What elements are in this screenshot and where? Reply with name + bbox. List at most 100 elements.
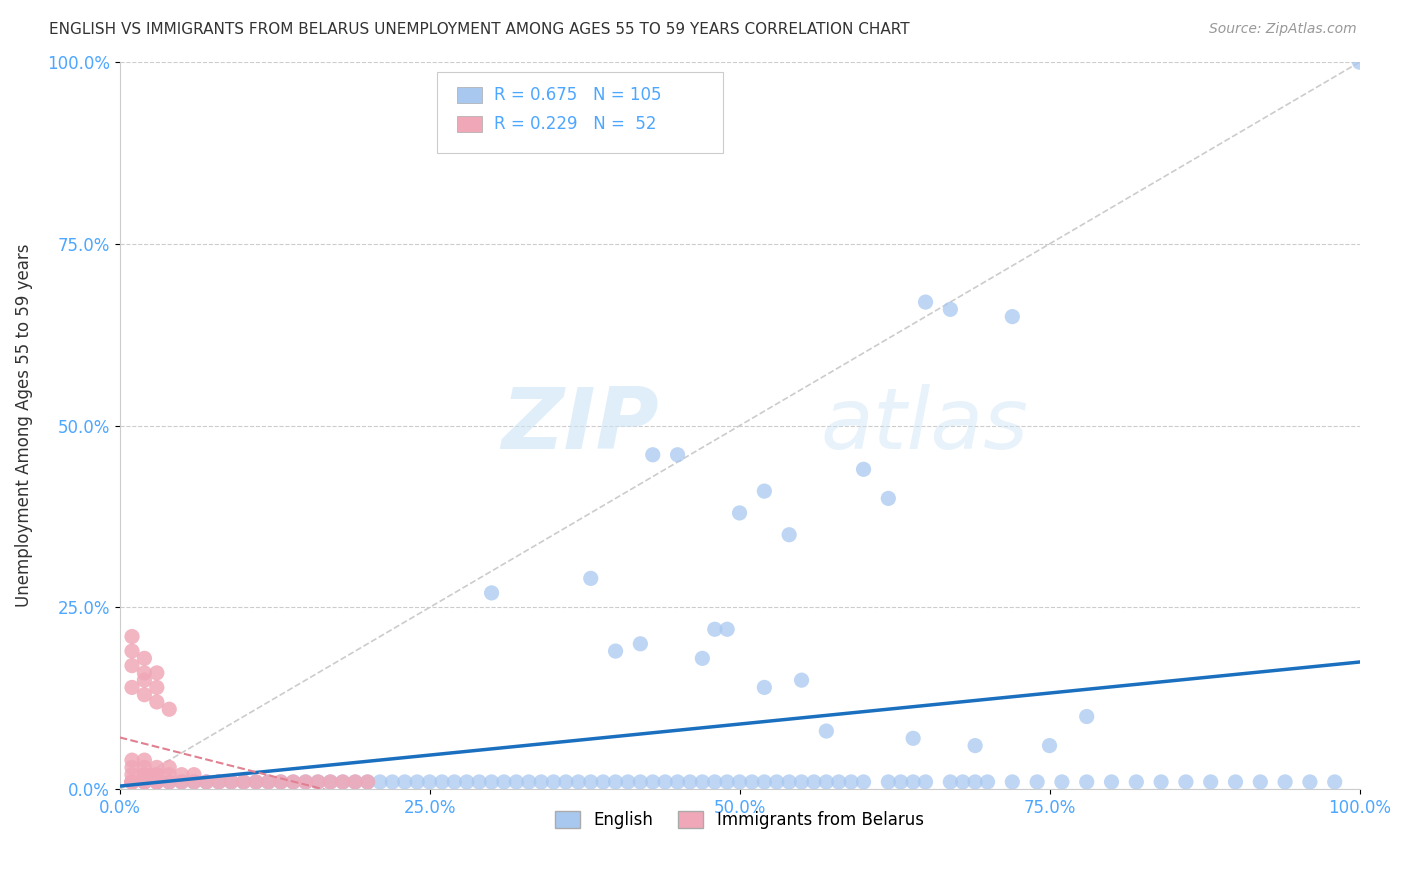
- Text: R = 0.675   N = 105: R = 0.675 N = 105: [494, 86, 661, 103]
- Text: R = 0.229   N =  52: R = 0.229 N = 52: [494, 115, 657, 133]
- Point: [232, 775, 254, 789]
- Point: [319, 775, 342, 789]
- Point: [121, 775, 143, 789]
- Point: [134, 775, 156, 789]
- Point: [294, 775, 316, 789]
- Point: [443, 775, 465, 789]
- Point: [815, 724, 838, 739]
- Point: [394, 775, 416, 789]
- Point: [121, 775, 143, 789]
- Point: [307, 775, 329, 789]
- Point: [628, 775, 651, 789]
- Point: [134, 673, 156, 688]
- Point: [852, 775, 875, 789]
- Point: [517, 775, 540, 789]
- Point: [939, 302, 962, 317]
- Point: [146, 775, 169, 789]
- Point: [146, 695, 169, 709]
- Point: [1174, 775, 1197, 789]
- Point: [157, 702, 180, 716]
- Point: [146, 767, 169, 781]
- Point: [890, 775, 912, 789]
- Point: [146, 760, 169, 774]
- Point: [344, 775, 367, 789]
- Point: [146, 767, 169, 781]
- Point: [134, 651, 156, 665]
- Point: [419, 775, 441, 789]
- Point: [121, 775, 143, 789]
- Point: [815, 775, 838, 789]
- Legend: English, Immigrants from Belarus: English, Immigrants from Belarus: [548, 804, 931, 836]
- Point: [492, 775, 515, 789]
- Point: [208, 775, 231, 789]
- Point: [157, 767, 180, 781]
- Point: [356, 775, 378, 789]
- Point: [790, 673, 813, 688]
- Point: [146, 681, 169, 695]
- Point: [121, 775, 143, 789]
- Point: [592, 775, 614, 789]
- Point: [754, 681, 776, 695]
- Point: [579, 775, 602, 789]
- Point: [481, 586, 503, 600]
- Point: [121, 760, 143, 774]
- Point: [965, 775, 987, 789]
- Point: [481, 775, 503, 789]
- Point: [219, 775, 242, 789]
- Point: [641, 448, 664, 462]
- Point: [1299, 775, 1322, 789]
- Point: [567, 775, 589, 789]
- Point: [778, 775, 800, 789]
- Point: [901, 731, 924, 746]
- Point: [605, 644, 627, 658]
- Point: [294, 775, 316, 789]
- Point: [208, 775, 231, 789]
- Text: Source: ZipAtlas.com: Source: ZipAtlas.com: [1209, 22, 1357, 37]
- Point: [245, 775, 267, 789]
- Point: [605, 775, 627, 789]
- Point: [1125, 775, 1147, 789]
- Point: [121, 753, 143, 767]
- Point: [134, 753, 156, 767]
- Point: [219, 775, 242, 789]
- Point: [1026, 775, 1049, 789]
- Point: [121, 681, 143, 695]
- Point: [579, 571, 602, 585]
- Point: [134, 767, 156, 781]
- Point: [1038, 739, 1060, 753]
- Point: [1323, 775, 1346, 789]
- Point: [381, 775, 404, 789]
- Point: [1274, 775, 1296, 789]
- Point: [134, 775, 156, 789]
- Point: [134, 775, 156, 789]
- Point: [430, 775, 453, 789]
- Point: [245, 775, 267, 789]
- Point: [914, 775, 936, 789]
- Point: [157, 775, 180, 789]
- Point: [307, 775, 329, 789]
- Point: [257, 775, 280, 789]
- Point: [283, 775, 305, 789]
- Point: [1348, 55, 1371, 70]
- Point: [692, 775, 714, 789]
- Point: [270, 775, 292, 789]
- Point: [765, 775, 787, 789]
- Point: [1001, 310, 1024, 324]
- Point: [146, 775, 169, 789]
- Y-axis label: Unemployment Among Ages 55 to 59 years: Unemployment Among Ages 55 to 59 years: [15, 244, 32, 607]
- Point: [170, 775, 193, 789]
- Point: [183, 767, 205, 781]
- Point: [939, 775, 962, 789]
- Point: [134, 688, 156, 702]
- Point: [1249, 775, 1271, 789]
- Point: [703, 775, 725, 789]
- Point: [952, 775, 974, 789]
- Point: [344, 775, 367, 789]
- Point: [1199, 775, 1222, 789]
- Point: [641, 775, 664, 789]
- Point: [134, 767, 156, 781]
- Point: [505, 775, 527, 789]
- Point: [368, 775, 391, 789]
- Text: ENGLISH VS IMMIGRANTS FROM BELARUS UNEMPLOYMENT AMONG AGES 55 TO 59 YEARS CORREL: ENGLISH VS IMMIGRANTS FROM BELARUS UNEMP…: [49, 22, 910, 37]
- Text: atlas: atlas: [820, 384, 1028, 467]
